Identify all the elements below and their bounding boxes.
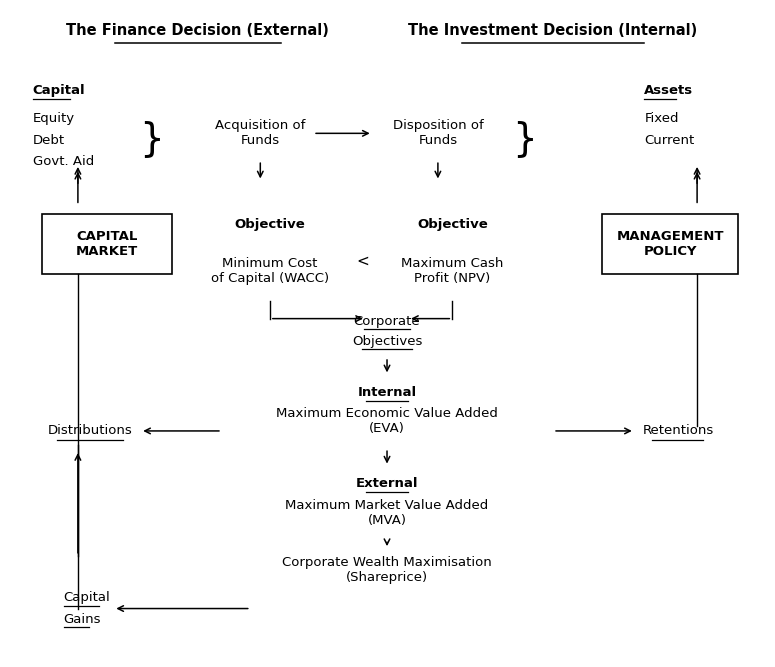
Text: The Finance Decision (External): The Finance Decision (External) [67,23,329,38]
Text: CAPITAL
MARKET: CAPITAL MARKET [76,229,138,257]
Text: Acquisition of
Funds: Acquisition of Funds [215,119,305,147]
Text: Maximum Cash
Profit (NPV): Maximum Cash Profit (NPV) [401,257,504,285]
Text: Assets: Assets [644,83,694,97]
Text: Objective: Objective [417,218,487,231]
Text: Maximum Economic Value Added
(EVA): Maximum Economic Value Added (EVA) [276,408,498,436]
Text: Current: Current [644,133,694,147]
Text: }: } [512,120,536,158]
Text: Objective: Objective [235,218,305,231]
Text: Retentions: Retentions [642,424,714,438]
Text: Internal: Internal [357,386,417,399]
Bar [42,214,171,273]
Text: MANAGEMENT
POLICY: MANAGEMENT POLICY [616,229,724,257]
Text: Fixed: Fixed [644,113,679,125]
Bar [602,214,739,273]
Text: Capital: Capital [64,592,110,604]
Text: Govt. Aid: Govt. Aid [33,155,94,167]
Text: Gains: Gains [64,612,101,626]
Text: Minimum Cost
of Capital (WACC): Minimum Cost of Capital (WACC) [211,257,329,285]
Text: External: External [356,478,419,490]
Text: Disposition of
Funds: Disposition of Funds [392,119,484,147]
Text: <: < [356,253,370,269]
Text: Distributions: Distributions [48,424,133,438]
Text: }: } [140,120,164,158]
Text: Capital: Capital [33,83,85,97]
Text: Corporate: Corporate [353,315,420,328]
Text: Objectives: Objectives [352,335,422,348]
Text: Debt: Debt [33,133,65,147]
Text: Corporate Wealth Maximisation
(Shareprice): Corporate Wealth Maximisation (Sharepric… [282,556,492,584]
Text: Maximum Market Value Added
(MVA): Maximum Market Value Added (MVA) [285,498,489,526]
Text: Equity: Equity [33,113,75,125]
Text: The Investment Decision (Internal): The Investment Decision (Internal) [408,23,698,38]
